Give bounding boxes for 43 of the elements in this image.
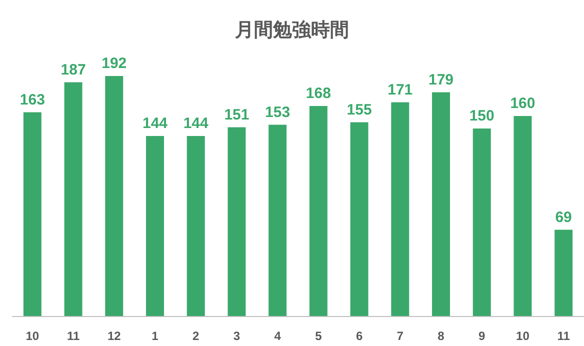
x-tick-label: 9: [478, 329, 486, 343]
x-tick-label: 4: [274, 329, 282, 343]
bar: [186, 136, 205, 316]
x-tick-label: 5: [315, 329, 322, 343]
chart-title: 月間勉強時間: [234, 19, 349, 41]
data-label: 179: [428, 71, 454, 88]
x-tick-label: 11: [557, 329, 570, 343]
data-label: 171: [388, 81, 413, 98]
x-tick-label: 12: [107, 329, 122, 343]
data-label: 151: [224, 106, 250, 124]
x-tick-label: 3: [233, 329, 240, 343]
bar: [105, 76, 124, 316]
data-label: 192: [102, 55, 127, 72]
x-tick-label: 2: [192, 329, 200, 343]
bar: [268, 124, 287, 316]
bar: [228, 127, 246, 316]
bar: [391, 102, 410, 316]
x-tick-label: 8: [438, 329, 445, 343]
bar: [472, 128, 491, 316]
bar: [64, 82, 82, 316]
data-label: 153: [265, 104, 290, 121]
data-label: 187: [60, 61, 86, 78]
bar: [309, 106, 328, 316]
data-label: 150: [469, 108, 494, 124]
x-tick-label: 7: [396, 329, 404, 343]
x-tick-label: 10: [26, 329, 40, 343]
data-label: 69: [555, 208, 572, 226]
data-label: 144: [142, 115, 168, 132]
bar: [432, 92, 450, 316]
data-label: 144: [183, 115, 210, 132]
bar: [23, 112, 42, 316]
bar: [146, 136, 164, 316]
x-tick-label: 1: [152, 329, 159, 343]
bar: [554, 230, 573, 316]
data-label: 155: [346, 101, 372, 118]
data-label: 160: [510, 95, 536, 112]
data-label: 168: [306, 85, 331, 102]
x-tick-label: 6: [356, 329, 363, 343]
x-tick-label: 10: [516, 329, 530, 343]
data-label: 163: [20, 91, 45, 108]
bar: [350, 122, 368, 316]
bar: [514, 116, 532, 316]
x-tick-label: 11: [66, 329, 80, 343]
